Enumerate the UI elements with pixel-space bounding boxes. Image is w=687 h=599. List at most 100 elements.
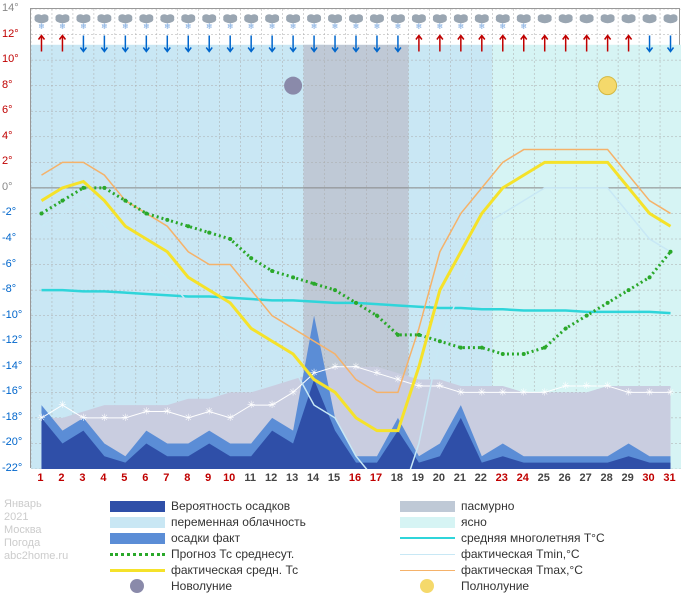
snow-icon: ❄ bbox=[227, 22, 234, 31]
forecast-line-pt bbox=[249, 256, 253, 260]
legend-swatch bbox=[400, 501, 455, 512]
snow-icon: ❄ bbox=[457, 22, 464, 31]
legend-swatch bbox=[110, 533, 165, 544]
x-tick-label: 28 bbox=[597, 472, 617, 484]
snow-marker: ✳ bbox=[645, 387, 653, 398]
snow-marker: ✳ bbox=[373, 368, 381, 379]
snow-marker: ✳ bbox=[436, 381, 444, 392]
cloud-icon bbox=[355, 14, 363, 20]
forecast-line-pt bbox=[165, 218, 169, 222]
x-tick-label: 27 bbox=[576, 472, 596, 484]
forecast-line-pt bbox=[501, 352, 505, 356]
footer-line: 2021 bbox=[4, 511, 28, 523]
x-tick-label: 24 bbox=[513, 472, 533, 484]
snow-marker: ✳ bbox=[541, 387, 549, 398]
y-tick-label: 10° bbox=[2, 53, 19, 65]
forecast-line-pt bbox=[459, 346, 463, 350]
legend-item: фактическая средн. Тс bbox=[110, 562, 400, 578]
cloud-icon bbox=[334, 14, 342, 20]
forecast-line-pt bbox=[39, 211, 43, 215]
snow-marker: ✳ bbox=[226, 413, 234, 424]
x-tick-label: 19 bbox=[408, 472, 428, 484]
new-moon-icon bbox=[284, 77, 302, 95]
forecast-line-pt bbox=[123, 199, 127, 203]
snow-icon: ❄ bbox=[353, 22, 360, 31]
y-tick-label: -14° bbox=[2, 360, 22, 372]
snow-marker: ✳ bbox=[184, 413, 192, 424]
cloud-icon bbox=[166, 14, 174, 20]
x-tick-label: 7 bbox=[156, 472, 176, 484]
forecast-line-pt bbox=[585, 314, 589, 318]
y-tick-label: -16° bbox=[2, 385, 22, 397]
forecast-line-pt bbox=[228, 237, 232, 241]
x-tick-label: 10 bbox=[219, 472, 239, 484]
x-tick-label: 5 bbox=[114, 472, 134, 484]
x-tick-label: 16 bbox=[345, 472, 365, 484]
snow-icon: ❄ bbox=[374, 22, 381, 31]
legend-item: Полнолуние bbox=[400, 578, 680, 594]
snow-marker: ✳ bbox=[499, 387, 507, 398]
forecast-line-pt bbox=[522, 352, 526, 356]
y-tick-label: -12° bbox=[2, 334, 22, 346]
cloud-icon bbox=[208, 14, 216, 20]
snow-icon: ❄ bbox=[395, 22, 402, 31]
x-tick-label: 26 bbox=[555, 472, 575, 484]
snow-marker: ✳ bbox=[561, 381, 569, 392]
y-tick-label: -4° bbox=[2, 232, 16, 244]
legend-label: ясно bbox=[461, 515, 487, 529]
snow-marker: ✳ bbox=[100, 413, 108, 424]
snow-marker: ✳ bbox=[331, 362, 339, 373]
x-tick-label: 4 bbox=[93, 472, 113, 484]
snow-marker: ✳ bbox=[624, 387, 632, 398]
forecast-line-pt bbox=[417, 333, 421, 337]
cloud-icon bbox=[565, 14, 573, 20]
cloud-icon bbox=[649, 14, 657, 20]
snow-marker: ✳ bbox=[79, 413, 87, 424]
snow-marker: ✳ bbox=[142, 407, 150, 418]
legend-label: Вероятность осадков bbox=[171, 499, 290, 513]
x-tick-label: 12 bbox=[261, 472, 281, 484]
cloud-icon bbox=[481, 14, 489, 20]
snow-icon: ❄ bbox=[311, 22, 318, 31]
y-tick-label: 2° bbox=[2, 155, 13, 167]
snow-icon: ❄ bbox=[248, 22, 255, 31]
legend-item: фактическая Тmin,°С bbox=[400, 546, 680, 562]
cloud-icon bbox=[40, 14, 48, 20]
snow-marker: ✳ bbox=[37, 413, 45, 424]
y-tick-label: -18° bbox=[2, 411, 22, 423]
legend-swatch bbox=[400, 517, 455, 528]
x-tick-label: 6 bbox=[135, 472, 155, 484]
footer-line: Москва bbox=[4, 524, 42, 536]
legend-label: осадки факт bbox=[171, 531, 240, 545]
y-tick-label: -10° bbox=[2, 309, 22, 321]
snow-icon: ❄ bbox=[122, 22, 129, 31]
snow-icon: ❄ bbox=[416, 22, 423, 31]
forecast-line-pt bbox=[291, 275, 295, 279]
legend-label: средняя многолетняя Т°С bbox=[461, 531, 605, 545]
cloud-icon bbox=[502, 14, 510, 20]
legend-item: средняя многолетняя Т°С bbox=[400, 530, 680, 546]
plot-area: ✳✳✳✳✳✳✳✳✳✳✳✳✳✳✳✳✳✳✳✳✳✳✳✳✳✳✳✳✳✳✳❄❄❄❄❄❄❄❄❄… bbox=[30, 8, 680, 468]
cloud-icon bbox=[628, 14, 636, 20]
cloud-icon bbox=[670, 14, 678, 20]
cloud-icon bbox=[397, 14, 405, 20]
forecast-line-pt bbox=[312, 282, 316, 286]
x-tick-label: 29 bbox=[618, 472, 638, 484]
cloud-icon bbox=[229, 14, 237, 20]
cloud-icon bbox=[292, 14, 300, 20]
snow-icon: ❄ bbox=[80, 22, 87, 31]
snow-icon: ❄ bbox=[185, 22, 192, 31]
legend-item: фактическая Tmax,°С bbox=[400, 562, 680, 578]
legend-swatch bbox=[420, 579, 434, 593]
legend-swatch bbox=[130, 579, 144, 593]
x-tick-label: 9 bbox=[198, 472, 218, 484]
snow-icon: ❄ bbox=[520, 22, 527, 31]
legend-swatch bbox=[110, 517, 165, 528]
snow-icon: ❄ bbox=[206, 22, 213, 31]
legend-label: фактическая Tmax,°С bbox=[461, 563, 583, 577]
x-tick-label: 15 bbox=[324, 472, 344, 484]
snow-marker: ✳ bbox=[247, 400, 255, 411]
cloud-icon bbox=[250, 14, 258, 20]
y-tick-label: -22° bbox=[2, 462, 22, 474]
legend-label: переменная облачность bbox=[171, 515, 306, 529]
